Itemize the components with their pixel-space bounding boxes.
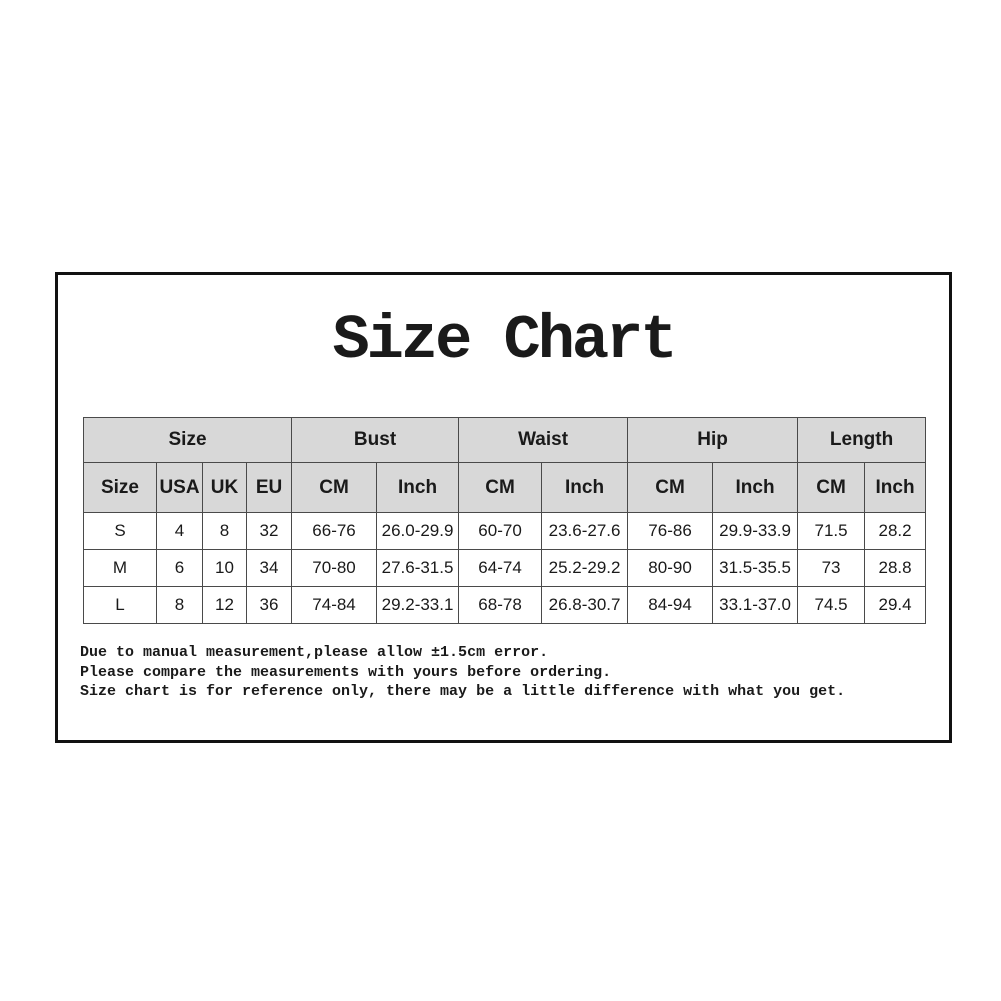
cell-bust-inch: 29.2-33.1 xyxy=(376,586,460,624)
cell-length-inch: 29.4 xyxy=(864,586,927,624)
cell-waist-cm: 68-78 xyxy=(458,586,543,624)
cell-length-inch: 28.2 xyxy=(864,512,927,550)
cell-waist-cm: 64-74 xyxy=(458,549,543,587)
cell-bust-cm: 70-80 xyxy=(291,549,378,587)
cell-waist-inch: 26.8-30.7 xyxy=(541,586,629,624)
cell-hip-inch: 33.1-37.0 xyxy=(712,586,799,624)
table-row-m: M 6 10 34 70-80 27.6-31.5 64-74 25.2-29.… xyxy=(83,549,927,587)
sub-header-bust-inch: Inch xyxy=(376,462,460,513)
cell-size: S xyxy=(83,512,157,550)
table-group-header-row: Size Bust Waist Hip Length xyxy=(82,417,927,463)
sub-header-size: Size xyxy=(83,462,157,513)
note-line-1: Due to manual measurement,please allow ±… xyxy=(80,644,549,661)
group-header-hip: Hip xyxy=(627,417,799,463)
cell-hip-cm: 84-94 xyxy=(627,586,714,624)
cell-eu: 36 xyxy=(245,586,293,624)
sub-header-hip-inch: Inch xyxy=(712,462,799,513)
cell-waist-inch: 23.6-27.6 xyxy=(541,512,629,550)
cell-usa: 4 xyxy=(156,512,203,550)
measurement-notes: Due to manual measurement,please allow ±… xyxy=(80,643,845,702)
cell-hip-cm: 76-86 xyxy=(627,512,714,550)
sub-header-usa: USA xyxy=(156,462,203,513)
sub-header-eu: EU xyxy=(245,462,293,513)
size-chart-table: Size Bust Waist Hip Length Size USA UK E… xyxy=(82,417,927,624)
cell-bust-inch: 26.0-29.9 xyxy=(376,512,460,550)
cell-eu: 34 xyxy=(245,549,293,587)
cell-hip-inch: 29.9-33.9 xyxy=(712,512,799,550)
group-header-waist: Waist xyxy=(458,417,629,463)
table-row-l: L 8 12 36 74-84 29.2-33.1 68-78 26.8-30.… xyxy=(83,586,927,624)
sub-header-uk: UK xyxy=(202,462,247,513)
note-line-3: Size chart is for reference only, there … xyxy=(80,683,846,700)
note-line-2: Please compare the measurements with you… xyxy=(80,663,612,681)
table-row-s: S 4 8 32 66-76 26.0-29.9 60-70 23.6-27.6… xyxy=(83,512,927,550)
sub-header-length-cm: CM xyxy=(797,462,866,513)
group-header-length: Length xyxy=(797,417,927,463)
cell-uk: 10 xyxy=(202,549,247,587)
sub-header-length-inch: Inch xyxy=(864,462,927,513)
cell-uk: 12 xyxy=(202,586,247,624)
cell-bust-inch: 27.6-31.5 xyxy=(376,549,460,587)
cell-eu: 32 xyxy=(245,512,293,550)
page-title: Size Chart xyxy=(332,305,677,376)
cell-waist-inch: 25.2-29.2 xyxy=(541,549,629,587)
sub-header-hip-cm: CM xyxy=(627,462,714,513)
cell-size: L xyxy=(83,586,157,624)
cell-waist-cm: 60-70 xyxy=(458,512,543,550)
sub-header-waist-inch: Inch xyxy=(541,462,629,513)
group-header-bust: Bust xyxy=(291,417,460,463)
table-sub-header-row: Size USA UK EU CM Inch CM Inch CM Inch C… xyxy=(83,462,927,513)
cell-bust-cm: 66-76 xyxy=(291,512,378,550)
cell-length-cm: 71.5 xyxy=(797,512,866,550)
cell-uk: 8 xyxy=(202,512,247,550)
group-header-size: Size xyxy=(82,417,293,463)
cell-usa: 6 xyxy=(156,549,203,587)
cell-length-cm: 74.5 xyxy=(797,586,866,624)
cell-hip-cm: 80-90 xyxy=(627,549,714,587)
cell-length-inch: 28.8 xyxy=(864,549,927,587)
cell-size: M xyxy=(83,549,157,587)
size-chart-panel: Size Chart Size Bust Waist Hip Length Si… xyxy=(55,272,952,743)
cell-hip-inch: 31.5-35.5 xyxy=(712,549,799,587)
cell-bust-cm: 74-84 xyxy=(291,586,378,624)
sub-header-bust-cm: CM xyxy=(291,462,378,513)
sub-header-waist-cm: CM xyxy=(458,462,543,513)
cell-usa: 8 xyxy=(156,586,203,624)
cell-length-cm: 73 xyxy=(797,549,866,587)
